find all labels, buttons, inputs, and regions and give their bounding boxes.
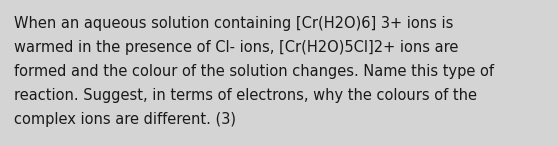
Text: formed and the colour of the solution changes. Name this type of: formed and the colour of the solution ch… <box>14 64 494 79</box>
Text: When an aqueous solution containing [Cr(H2O)6] 3+ ions is: When an aqueous solution containing [Cr(… <box>14 16 453 31</box>
Text: reaction. Suggest, in terms of electrons, why the colours of the: reaction. Suggest, in terms of electrons… <box>14 88 477 103</box>
Text: complex ions are different. (3): complex ions are different. (3) <box>14 112 236 127</box>
Text: warmed in the presence of Cl- ions, [Cr(H2O)5Cl]2+ ions are: warmed in the presence of Cl- ions, [Cr(… <box>14 40 458 55</box>
